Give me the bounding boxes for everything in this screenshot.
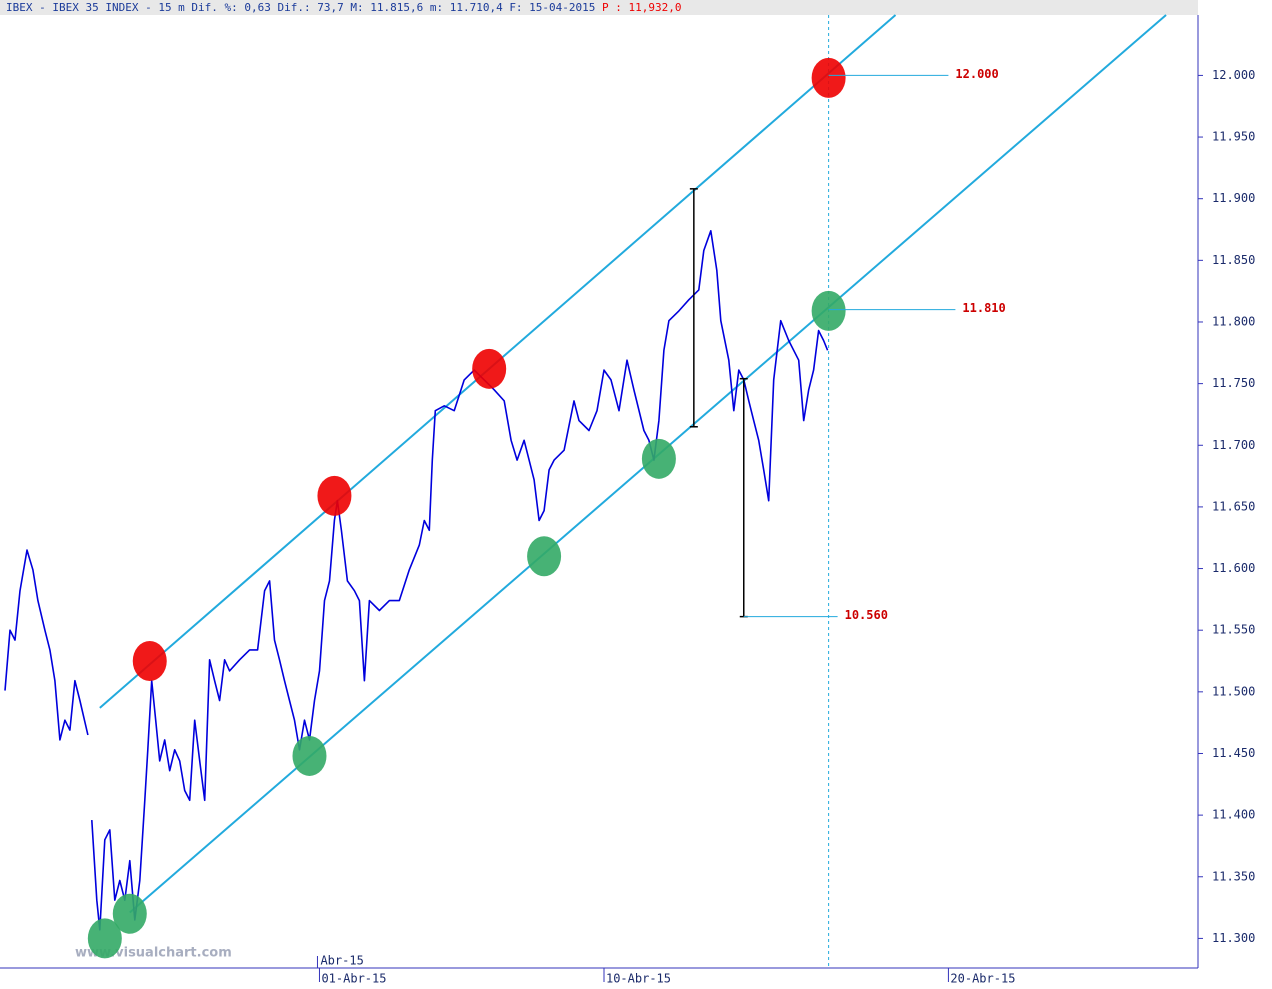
marker (132, 641, 167, 682)
y-tick-label: 11.800 (1212, 314, 1255, 328)
header-price: P : 11,932,0 (602, 1, 681, 14)
y-tick-label: 11.850 (1212, 253, 1255, 267)
header-info: IBEX - IBEX 35 INDEX - 15 m Dif. %: 0,63… (6, 1, 682, 14)
marker (317, 475, 352, 516)
y-tick-label: 11.450 (1212, 746, 1255, 760)
x-tick-label: 01-Abr-15 (321, 972, 386, 986)
y-tick-label: 11.900 (1212, 191, 1255, 205)
marker (811, 57, 846, 98)
price-line (4, 230, 829, 931)
y-tick-label: 11.650 (1212, 499, 1255, 513)
marker (87, 918, 122, 959)
y-tick-label: 11.400 (1212, 808, 1255, 822)
marker (112, 893, 147, 934)
y-tick-label: 11.700 (1212, 438, 1255, 452)
x-tick-label: 10-Abr-15 (606, 972, 671, 986)
y-tick-label: 11.500 (1212, 684, 1255, 698)
x-tick-label: 20-Abr-15 (950, 972, 1015, 986)
y-tick-label: 11.350 (1212, 869, 1255, 883)
y-tick-label: 11.950 (1212, 130, 1255, 144)
header-bar (0, 0, 1198, 15)
y-tick-label: 11.550 (1212, 623, 1255, 637)
level-label: 12.000 (955, 67, 998, 81)
header-info-text: IBEX - IBEX 35 INDEX - 15 m Dif. %: 0,63… (6, 1, 595, 14)
marker (811, 290, 846, 331)
month-label: Abr-15 (320, 954, 363, 968)
y-tick-label: 11.300 (1212, 931, 1255, 945)
marker (641, 438, 676, 479)
level-label: 10.560 (845, 608, 888, 622)
y-tick-label: 12.000 (1212, 68, 1255, 82)
y-tick-label: 11.750 (1212, 376, 1255, 390)
marker (292, 735, 327, 776)
y-tick-label: 11.600 (1212, 561, 1255, 575)
marker (472, 348, 507, 389)
marker (527, 536, 562, 577)
level-label: 11.810 (962, 301, 1005, 315)
